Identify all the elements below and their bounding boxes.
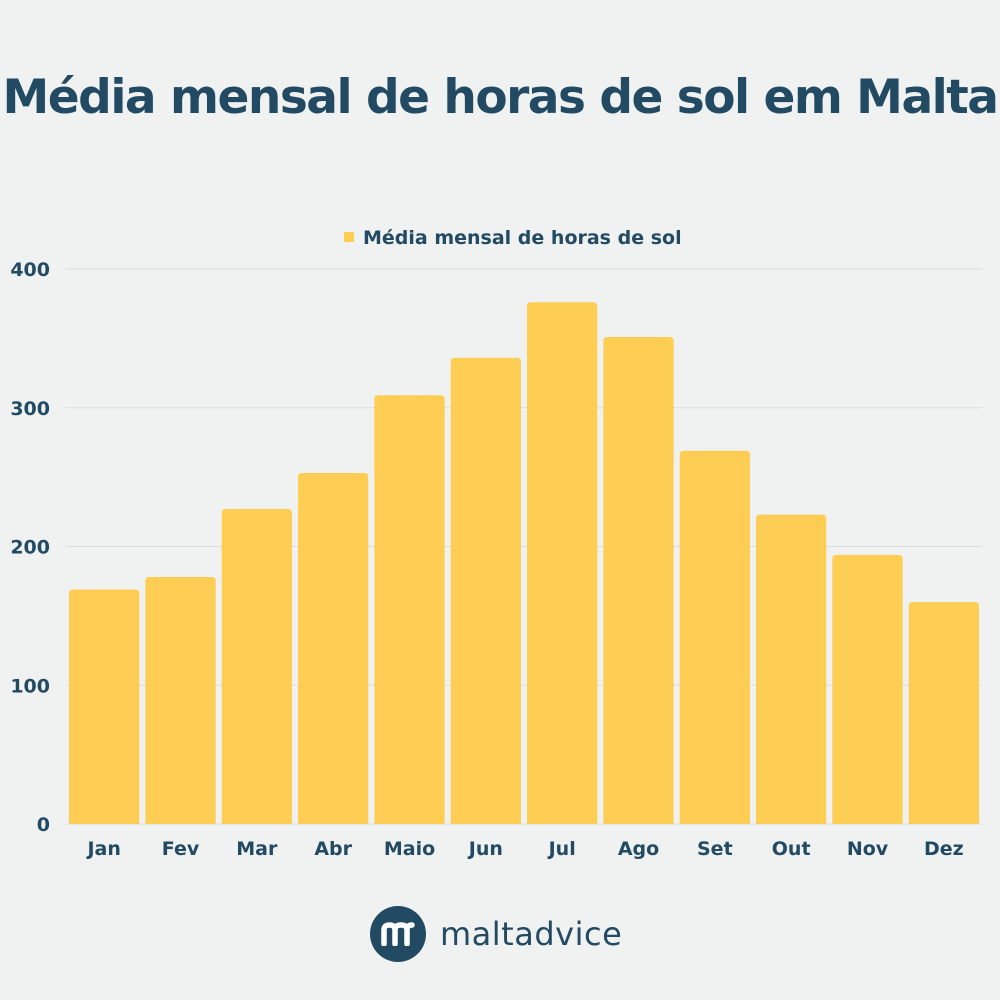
brand-name: maltadvice [440,915,623,953]
x-tick-label: Mar [236,838,278,860]
y-tick-label: 0 [37,814,50,836]
legend: Média mensal de horas de sol [344,227,682,249]
bar-jan [69,589,140,824]
maltadvice-m-logo-icon [370,906,426,962]
x-tick-label: Fev [162,838,200,860]
bars [69,302,979,824]
x-axis-tick-labels: Jan Fev Mar Abr Maio Jun Jul Ago Set Out Nov Dez [85,838,963,860]
bar-nov [832,554,903,824]
x-tick-label: Jul [547,838,576,860]
bar-dez [908,602,979,824]
y-tick-label: 200 [10,537,50,559]
x-tick-label: Jan [85,838,120,860]
x-tick-label: Maio [384,838,435,860]
x-tick-label: Set [697,838,733,860]
x-tick-label: Jun [467,838,503,860]
bar-abr [298,472,369,824]
x-tick-label: Out [772,838,811,860]
gridlines [66,268,982,825]
bar-ago [603,336,674,824]
bar-out [756,514,827,824]
bar-jul [527,302,598,824]
legend-label: Média mensal de horas de sol [363,227,682,249]
bar-fev [145,577,216,824]
chart-title: Média mensal de horas de sol em Malta [2,70,999,125]
y-tick-label: 100 [10,675,50,697]
legend-swatch [344,232,354,242]
x-tick-label: Dez [924,838,964,860]
y-axis-tick-labels: 0 100 200 300 400 [10,259,50,836]
x-tick-label: Abr [314,838,352,860]
x-tick-label: Nov [847,838,889,860]
bar-set [679,450,750,824]
x-tick-label: Ago [618,838,659,860]
bar-maio [374,395,445,824]
bar-mar [221,509,292,824]
brand-footer: maltadvice [370,906,622,962]
y-tick-label: 400 [10,259,50,281]
bar-jun [450,357,521,824]
y-tick-label: 300 [10,398,50,420]
